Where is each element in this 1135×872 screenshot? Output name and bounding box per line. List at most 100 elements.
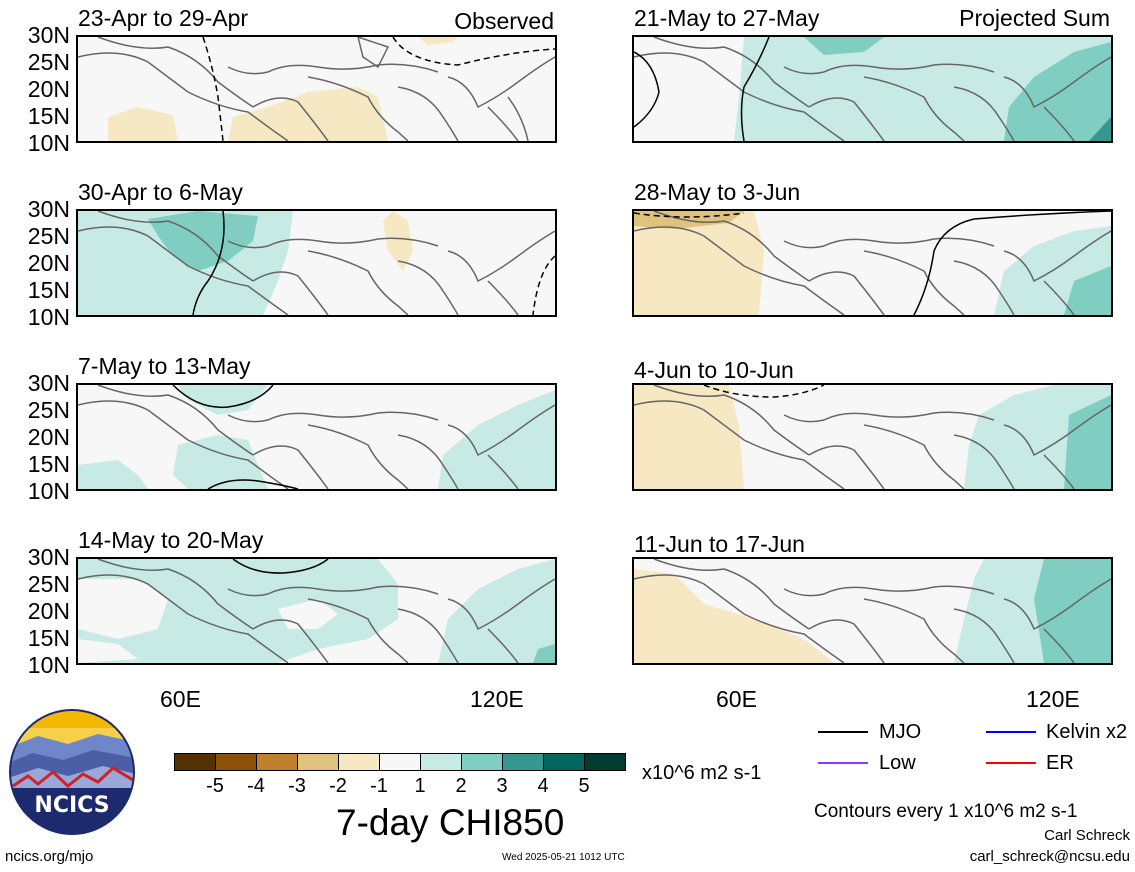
timestamp: Wed 2025-05-21 1012 UTC: [502, 852, 625, 863]
anomaly-positive-fill: [1089, 117, 1111, 141]
colorbar-swatch: [584, 753, 626, 771]
legend-label-mjo: MJO: [879, 721, 922, 743]
anomaly-positive-fill: [1034, 559, 1111, 663]
coastlines: [78, 37, 555, 141]
colorbar-label: -1: [370, 775, 388, 797]
panel-title-4: 14-May to 20-May: [78, 527, 264, 553]
colorbar-label: -3: [288, 775, 306, 797]
panel-title-6: 28-May to 3-Jun: [634, 179, 801, 205]
colorbar-units: x10^6 m2 s-1: [642, 762, 762, 784]
author-email: carl_schreck@ncsu.edu: [969, 848, 1130, 865]
coastlines: [634, 385, 1111, 489]
lat-label: 10N: [27, 130, 70, 156]
anomaly-positive-fill: [804, 37, 884, 55]
lat-label: 10N: [27, 304, 70, 330]
lat-label: 25N: [27, 49, 70, 75]
mjo-contour-dashed: [532, 255, 555, 315]
lat-label: 25N: [27, 571, 70, 597]
lon-label-120e-right: 120E: [1026, 686, 1080, 712]
website-link[interactable]: ncics.org/mjo: [5, 848, 94, 865]
lat-label: 15N: [27, 103, 70, 129]
colorbar-swatch: [420, 753, 462, 771]
anomaly-positive-fill: [533, 644, 555, 663]
mjo-contour: [232, 559, 329, 574]
lat-label: 25N: [27, 397, 70, 423]
lat-label: 30N: [27, 22, 70, 48]
anomaly-negative-fill: [634, 211, 764, 315]
legend-line-kelvin: [986, 731, 1036, 733]
colorbar-label: 3: [496, 775, 508, 797]
panel-title-1: 23-Apr to 29-Apr: [78, 5, 249, 31]
coastlines: [634, 211, 1111, 315]
anomaly-negative-fill: [634, 569, 834, 663]
colorbar-label: 1: [414, 775, 426, 797]
lat-label: 15N: [27, 451, 70, 477]
anomaly-negative-fill: [634, 385, 744, 489]
colorbar-label: 4: [537, 775, 549, 797]
lon-label-60e-right: 60E: [716, 686, 757, 712]
panel-title-2: 30-Apr to 6-May: [78, 179, 243, 205]
coastlines: [78, 559, 555, 663]
lat-label: 25N: [27, 223, 70, 249]
colorbar-swatch: [379, 753, 421, 771]
colorbar-label: -2: [329, 775, 347, 797]
colorbar-label: -5: [206, 775, 224, 797]
anomaly-positive-fill: [78, 460, 148, 489]
mjo-contour: [192, 211, 225, 315]
panel-note-projected: Projected Sum: [959, 5, 1110, 31]
panel-title-5: 21-May to 27-May: [634, 5, 820, 31]
anomaly-positive-fill: [1064, 266, 1111, 315]
map-panel-7: [632, 383, 1113, 491]
legend-line-er: [986, 762, 1036, 764]
colorbar-swatch: [256, 753, 298, 771]
map-panel-3: [76, 383, 557, 491]
anomaly-positive-fill: [438, 559, 555, 663]
colorbar-label: -4: [247, 775, 265, 797]
coastlines: [78, 385, 555, 489]
coastlines: [78, 211, 555, 315]
anomaly-positive-fill: [78, 559, 398, 663]
map-panel-6: [632, 209, 1113, 317]
panel-title-7: 4-Jun to 10-Jun: [634, 357, 794, 383]
legend-label-low: Low: [879, 752, 916, 774]
legend-line-low: [818, 762, 868, 764]
lat-label: 15N: [27, 277, 70, 303]
colorbar-swatch: [215, 753, 257, 771]
colorbar-swatch: [502, 753, 544, 771]
lat-label: 15N: [27, 625, 70, 651]
panel-title-3: 7-May to 13-May: [78, 353, 251, 379]
mjo-contour-dashed: [703, 385, 825, 398]
legend-label-kelvin: Kelvin x2: [1046, 721, 1128, 743]
lat-label: 30N: [27, 370, 70, 396]
mjo-contour: [913, 211, 1111, 315]
map-panel-8: [632, 557, 1113, 665]
anomaly-negative-fill: [418, 37, 458, 45]
colorbar-swatch: [461, 753, 503, 771]
anomaly-negative-fill: [108, 107, 178, 141]
main-title: 7-day CHI850: [336, 802, 565, 843]
mjo-contour-dashed: [634, 212, 745, 218]
panel-title-8: 11-Jun to 17-Jun: [634, 531, 805, 557]
map-panel-4: [76, 557, 557, 665]
colorbar-label: 2: [455, 775, 467, 797]
lat-label: 20N: [27, 250, 70, 276]
author-name: Carl Schreck: [1044, 827, 1130, 844]
contour-note: Contours every 1 x10^6 m2 s-1: [814, 801, 1078, 822]
anomaly-positive-fill: [438, 390, 555, 489]
mjo-contour: [202, 37, 555, 141]
anomaly-negative-fill: [383, 211, 413, 271]
map-panel-1: [76, 35, 557, 143]
logo-text: NCICS: [34, 793, 109, 818]
lat-label: 20N: [27, 424, 70, 450]
map-panel-5: [632, 35, 1113, 143]
lat-label: 30N: [27, 196, 70, 222]
lat-label: 20N: [27, 76, 70, 102]
lat-label: 10N: [27, 478, 70, 504]
panel-note-observed: Observed: [454, 8, 554, 34]
colorbar-swatch: [338, 753, 380, 771]
colorbar-swatch: [543, 753, 585, 771]
anomaly-neutral-hole: [78, 639, 138, 663]
ncics-logo: NCICS: [8, 708, 136, 836]
legend-label-er: ER: [1046, 752, 1074, 774]
anomaly-neutral-hole: [78, 579, 168, 639]
